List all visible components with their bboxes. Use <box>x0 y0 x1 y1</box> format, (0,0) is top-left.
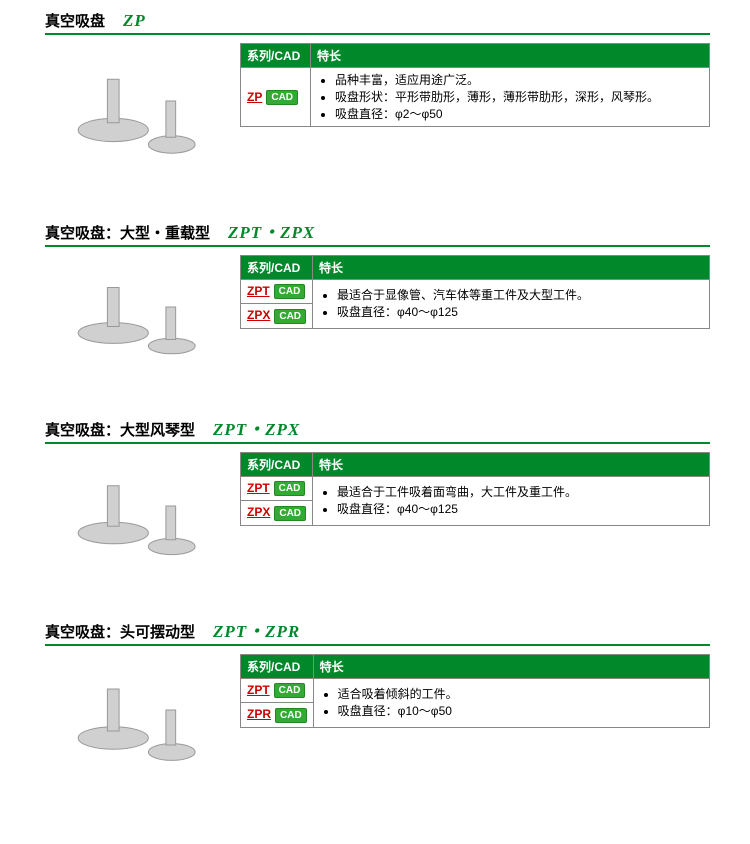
info-table: 系列/CAD特长 ZPT CAD 最适合于显像管、汽车体等重工件及大型工件。吸盘直径：… <box>240 255 710 329</box>
info-table: 系列/CAD特长 ZPT CAD 最适合于工件吸着面弯曲，大工件及重工件。吸盘直径：φ… <box>240 452 710 526</box>
section-body: 系列/CAD特长ZPTCAD适合吸着倾斜的工件。吸盘直径：φ10～φ50ZPRC… <box>45 654 710 794</box>
section-body: 系列/CAD特长 ZPT CAD 最适合于工件吸着面弯曲，大工件及重工件。吸盘直径：φ… <box>45 452 710 587</box>
feature-item: 适合吸着倾斜的工件。 <box>338 686 703 703</box>
section-title: 真空吸盘：头可摆动型 ZPT・ZPR <box>45 617 710 646</box>
series-cell: ZP CAD <box>241 68 311 127</box>
series-cell: ZPX CAD <box>241 304 313 328</box>
product-section: 真空吸盘：大型风琴型 ZPT・ZPX 系列/CAD特长 ZPT CAD 最适合于工件吸着… <box>0 415 750 587</box>
feature-item: 吸盘形状：平形带肋形，薄形，薄形带肋形，深形，风琴形。 <box>335 89 703 106</box>
info-table: 系列/CAD特长 ZP CAD 品种丰富，适应用途广泛。吸盘形状：平形带肋形，薄形，薄… <box>240 43 710 127</box>
feature-item: 最适合于显像管、汽车体等重工件及大型工件。 <box>337 287 703 304</box>
product-image <box>45 255 240 385</box>
section-body: 系列/CAD特长 ZP CAD 品种丰富，适应用途广泛。吸盘形状：平形带肋形，薄形，薄… <box>45 43 710 188</box>
product-section: 真空吸盘 ZP 系列/CAD特长 ZP CAD 品种丰富，适应用途广泛。吸盘形状：平形带… <box>0 10 750 188</box>
table-row: ZPTCAD最适合于显像管、汽车体等重工件及大型工件。吸盘直径：φ40～φ125 <box>241 280 710 304</box>
info-table: 系列/CAD特长ZPTCAD适合吸着倾斜的工件。吸盘直径：φ10～φ50ZPRC… <box>240 654 710 728</box>
series-cell: ZPT CAD <box>241 477 313 501</box>
series-link[interactable]: ZPR <box>247 707 271 721</box>
section-title: 真空吸盘 ZP <box>45 10 710 35</box>
series-link[interactable]: ZPT <box>247 284 270 298</box>
cad-badge[interactable]: CAD <box>274 284 306 299</box>
feature-item: 吸盘直径：φ40～φ125 <box>337 304 703 321</box>
feature-item: 吸盘直径：φ40～φ125 <box>337 501 703 518</box>
section-title: 真空吸盘：大型・重载型 ZPT・ZPX <box>45 218 710 247</box>
product-image <box>45 452 240 587</box>
section-title-code: ZP <box>123 11 146 31</box>
header-series-cad: 系列/CAD <box>241 453 313 477</box>
header-series-cad: 系列/CAD <box>241 44 311 68</box>
header-series-cad: 系列/CAD <box>241 256 313 280</box>
section-title-code: ZPT・ZPR <box>213 617 300 642</box>
header-features: 特长 <box>313 256 710 280</box>
series-link[interactable]: ZPX <box>247 308 270 322</box>
series-link[interactable]: ZP <box>247 90 262 104</box>
series-link[interactable]: ZPT <box>247 481 270 495</box>
features-cell: 最适合于显像管、汽车体等重工件及大型工件。吸盘直径：φ40～φ125 <box>313 280 710 329</box>
series-cell: ZPX CAD <box>241 501 313 525</box>
cad-badge[interactable]: CAD <box>274 481 306 496</box>
series-link[interactable]: ZPX <box>247 505 270 519</box>
cad-badge[interactable]: CAD <box>274 506 306 521</box>
product-section: 真空吸盘：大型・重载型 ZPT・ZPX 系列/CAD特长 ZPT CAD 最适合于显像管… <box>0 218 750 385</box>
features-cell: 最适合于工件吸着面弯曲，大工件及重工件。吸盘直径：φ40～φ125 <box>313 477 710 526</box>
product-section: 真空吸盘：头可摆动型 ZPT・ZPR 系列/CAD特长 ZPT CAD 适合吸着倾斜的工… <box>0 617 750 794</box>
header-features: 特长 <box>313 453 710 477</box>
feature-item: 品种丰富，适应用途广泛。 <box>335 72 703 89</box>
cad-badge[interactable]: CAD <box>274 683 306 698</box>
section-title-main: 真空吸盘：头可摆动型 <box>45 621 195 642</box>
table-row: ZP CAD 品种丰富，适应用途广泛。吸盘形状：平形带肋形，薄形，薄形带肋形，深形，… <box>241 68 710 127</box>
section-title-code: ZPT・ZPX <box>213 415 300 440</box>
header-features: 特长 <box>313 655 709 679</box>
features-cell: 品种丰富，适应用途广泛。吸盘形状：平形带肋形，薄形，薄形带肋形，深形，风琴形。吸… <box>311 68 710 127</box>
cad-badge[interactable]: CAD <box>266 90 298 105</box>
section-title-code: ZPT・ZPX <box>228 218 315 243</box>
section-title: 真空吸盘：大型风琴型 ZPT・ZPX <box>45 415 710 444</box>
features-list: 最适合于工件吸着面弯曲，大工件及重工件。吸盘直径：φ40～φ125 <box>319 484 703 518</box>
series-cell: ZPR CAD <box>241 703 314 727</box>
header-series-cad: 系列/CAD <box>241 655 314 679</box>
product-image <box>45 43 240 188</box>
features-list: 适合吸着倾斜的工件。吸盘直径：φ10～φ50 <box>320 686 703 720</box>
product-image <box>45 654 240 794</box>
section-body: 系列/CAD特长 ZPT CAD 最适合于显像管、汽车体等重工件及大型工件。吸盘直径：… <box>45 255 710 385</box>
series-cell: ZPT CAD <box>241 280 313 304</box>
section-title-main: 真空吸盘 <box>45 10 105 31</box>
feature-item: 最适合于工件吸着面弯曲，大工件及重工件。 <box>337 484 703 501</box>
series-cell: ZPT CAD <box>241 679 314 703</box>
features-list: 最适合于显像管、汽车体等重工件及大型工件。吸盘直径：φ40～φ125 <box>319 287 703 321</box>
table-row: ZPTCAD适合吸着倾斜的工件。吸盘直径：φ10～φ50 <box>241 679 710 703</box>
cad-badge[interactable]: CAD <box>274 309 306 324</box>
feature-item: 吸盘直径：φ2～φ50 <box>335 106 703 123</box>
header-features: 特长 <box>311 44 710 68</box>
features-list: 品种丰富，适应用途广泛。吸盘形状：平形带肋形，薄形，薄形带肋形，深形，风琴形。吸… <box>317 72 703 122</box>
section-title-main: 真空吸盘：大型风琴型 <box>45 419 195 440</box>
section-title-main: 真空吸盘：大型・重载型 <box>45 222 210 243</box>
series-link[interactable]: ZPT <box>247 683 270 697</box>
feature-item: 吸盘直径：φ10～φ50 <box>338 703 703 720</box>
table-row: ZPTCAD最适合于工件吸着面弯曲，大工件及重工件。吸盘直径：φ40～φ125 <box>241 477 710 501</box>
features-cell: 适合吸着倾斜的工件。吸盘直径：φ10～φ50 <box>313 679 709 728</box>
cad-badge[interactable]: CAD <box>275 708 307 723</box>
